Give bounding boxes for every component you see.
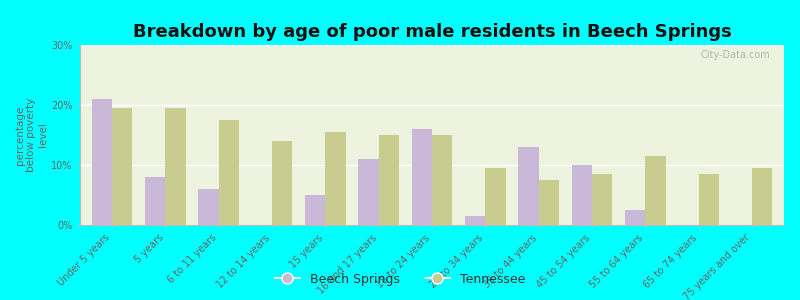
Bar [378, 135, 399, 225]
Bar [412, 129, 432, 225]
Legend: Beech Springs, Tennessee: Beech Springs, Tennessee [270, 268, 530, 291]
Bar [198, 189, 218, 225]
Bar [465, 216, 486, 225]
Bar [358, 159, 378, 225]
Bar [538, 180, 559, 225]
Bar [166, 108, 186, 225]
Bar [625, 210, 646, 225]
Bar [752, 168, 772, 225]
Title: Breakdown by age of poor male residents in Beech Springs: Breakdown by age of poor male residents … [133, 23, 731, 41]
Bar [112, 108, 132, 225]
Bar [698, 174, 719, 225]
Bar [326, 132, 346, 225]
Bar [432, 135, 452, 225]
Bar [305, 195, 326, 225]
Bar [92, 99, 112, 225]
Bar [646, 156, 666, 225]
Bar [272, 141, 292, 225]
Bar [518, 147, 538, 225]
Bar [145, 177, 166, 225]
Bar [572, 165, 592, 225]
Text: City-Data.com: City-Data.com [700, 50, 770, 60]
Bar [592, 174, 612, 225]
Bar [218, 120, 239, 225]
Y-axis label: percentage
below poverty
level: percentage below poverty level [15, 98, 48, 172]
Bar [486, 168, 506, 225]
